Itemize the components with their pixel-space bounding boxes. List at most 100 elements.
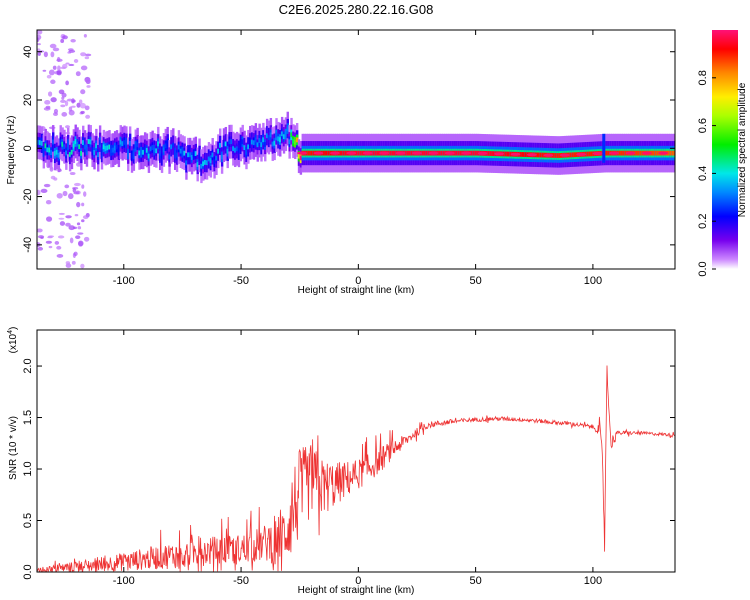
spectrogram-cell <box>506 151 509 157</box>
spectrogram-cell <box>249 140 252 146</box>
snr-frame <box>36 329 676 573</box>
spectrogram-speck <box>72 226 78 230</box>
spectrogram-peak <box>297 151 308 155</box>
spectrogram-cell <box>521 152 524 157</box>
spectrogram-speck <box>47 235 55 238</box>
spectrogram-cell <box>241 139 244 145</box>
spectrogram-cell <box>239 141 243 147</box>
spectrogram-peak <box>411 151 422 155</box>
spectrogram-cell <box>586 151 590 157</box>
spectrogram-cell <box>93 150 96 155</box>
spectrogram-cell <box>128 140 132 146</box>
spectrogram-cell <box>569 152 573 158</box>
spectrogram-peak <box>379 151 390 155</box>
spectrogram-cell <box>192 152 196 157</box>
spectrogram-speck <box>50 97 57 103</box>
spectrogram-cell <box>166 141 169 147</box>
spectrogram-cell <box>245 149 248 155</box>
spectrogram-cell <box>297 153 301 159</box>
spectrogram-cell <box>457 150 460 156</box>
spectrogram-cell <box>138 150 141 156</box>
spectrogram-cell <box>258 138 261 143</box>
spectrogram-speck <box>69 237 74 244</box>
spectrogram-cell <box>277 136 280 142</box>
spectrogram-cell <box>130 153 134 159</box>
spectrogram-speck <box>56 254 64 258</box>
spectrogram-speck <box>68 109 75 116</box>
spectrogram-cell <box>234 147 237 153</box>
spectrogram-speck <box>65 222 71 227</box>
spectrogram-cell <box>235 146 239 152</box>
spectrogram-cell <box>204 160 207 165</box>
spectrogram-speck <box>75 71 81 77</box>
spectrogram-cell <box>284 131 288 137</box>
spectrogram-speck <box>61 96 65 100</box>
spectrogram-cell <box>269 132 273 138</box>
spectrogram-cell <box>372 150 376 156</box>
spectrogram-cell <box>671 150 674 156</box>
snr-background <box>37 330 675 572</box>
spectrogram-peak <box>313 151 324 155</box>
snr-panel: -100 -50 0 50 100 0.0 0.5 1.0 1.5 2.0 Height of … <box>7 327 676 596</box>
spectrogram-speck <box>75 235 81 240</box>
spectrogram-speck <box>76 102 81 108</box>
spectrogram-cell <box>168 154 171 160</box>
spectrogram-cell <box>282 134 286 140</box>
spectrogram-cell <box>142 149 145 155</box>
spectrogram-speck <box>78 240 84 247</box>
spectrogram-cell <box>108 144 111 150</box>
spectrogram-speck <box>56 192 63 199</box>
spectrogram-speck <box>60 104 66 108</box>
spectrogram-cell <box>290 132 293 138</box>
spectrogram-cell <box>254 137 258 143</box>
spectrogram-speck <box>60 99 66 103</box>
spectrogram-cell <box>83 144 87 150</box>
spectrogram-cell <box>217 148 220 154</box>
spectrogram-cell <box>667 150 670 156</box>
spectrogram-cell <box>554 153 558 158</box>
spectrogram-peak <box>461 151 472 155</box>
snr-scale-prefix: (x10 <box>8 333 19 353</box>
spectrogram-cell <box>224 141 228 147</box>
y-tick-label: -20 <box>22 189 34 205</box>
spectrogram-cell <box>95 143 98 149</box>
spectrogram-cell <box>571 152 575 158</box>
spectrogram-speck <box>37 30 43 35</box>
spectrogram-cell <box>164 143 167 149</box>
spectrogram-cell <box>112 147 115 153</box>
spectrogram-speck <box>71 105 76 108</box>
spectrogram-cell <box>119 139 122 145</box>
spectrogram-speck <box>45 216 53 222</box>
spectrogram-speck <box>37 189 41 196</box>
x-tick-label: 50 <box>470 575 482 587</box>
spectrogram-cell <box>309 150 312 156</box>
spectrogram-speck <box>65 80 69 86</box>
spectrogram-speck <box>56 69 62 76</box>
spectrogram-peak <box>428 151 439 155</box>
spectrogram-speck <box>45 200 52 205</box>
spectrogram-cell <box>342 150 346 156</box>
spectrogram-speck <box>66 98 73 102</box>
spectrogram-cell <box>455 150 458 156</box>
spectrogram-speck <box>73 182 81 187</box>
spectrogram-cell <box>252 140 256 146</box>
spectrogram-cell <box>292 138 295 144</box>
spectrogram-cell <box>359 150 363 156</box>
spectrogram-speck <box>60 38 65 43</box>
spectrogram-cell <box>158 150 162 156</box>
spectrogram-cell <box>219 142 222 148</box>
spectrogram-speck <box>46 74 52 79</box>
spectrogram-speck <box>37 235 45 239</box>
spectrogram-peak <box>362 151 373 155</box>
spectrogram-cell <box>294 139 297 145</box>
spectrogram-cell <box>205 160 209 166</box>
spectrogram-cell <box>179 148 183 154</box>
colorbar-ticks: 0.0 0.2 0.4 0.6 0.8 <box>697 70 716 277</box>
spectrogram-speck <box>61 112 68 117</box>
spectrogram-peak <box>526 153 537 157</box>
spectrogram-cell <box>59 139 62 145</box>
spectrogram-speck <box>78 99 83 104</box>
colorbar-gradient <box>712 30 738 269</box>
spectrogram-speck <box>69 171 76 176</box>
